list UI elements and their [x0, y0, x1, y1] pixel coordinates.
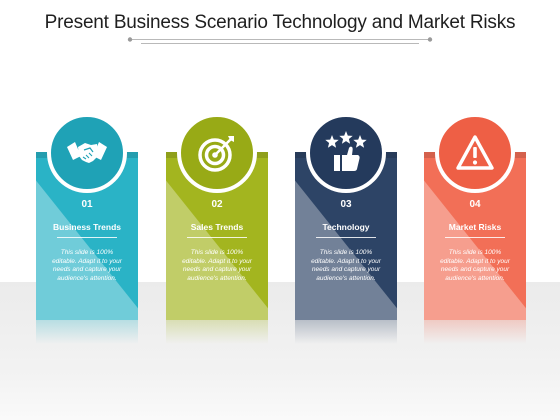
- card-business-trends: 01 Business Trends This slide is 100% ed…: [36, 113, 138, 320]
- card-reflection: [36, 320, 138, 344]
- card-label: Market Risks: [448, 222, 502, 232]
- card-description: This slide is 100% editable. Adapt it to…: [440, 249, 510, 282]
- card-label: Technology: [322, 222, 370, 232]
- target-icon: [198, 136, 234, 172]
- card-reflection: [424, 320, 526, 344]
- card-sales-trends: 02 Sales Trends This slide is 100% edita…: [166, 113, 268, 320]
- slide-title: Present Business Scenario Technology and…: [44, 12, 516, 33]
- card-number: 01: [81, 199, 93, 210]
- card-description: This slide is 100% editable. Adapt it to…: [52, 249, 122, 282]
- card-technology: 03 Technology This slide is 100% editabl…: [295, 113, 397, 320]
- card-separator: [187, 237, 247, 238]
- card-label: Business Trends: [52, 222, 122, 232]
- card-separator: [57, 237, 117, 238]
- card-number: 02: [211, 199, 223, 210]
- card-separator: [316, 237, 376, 238]
- card-market-risks: 04 Market Risks This slide is 100% edita…: [424, 113, 526, 320]
- icon-circle: [177, 113, 257, 193]
- card-description: This slide is 100% editable. Adapt it to…: [311, 249, 381, 282]
- card-separator: [445, 237, 505, 238]
- warning-icon: [456, 135, 494, 170]
- handshake-icon: [67, 142, 107, 163]
- card-reflection: [295, 320, 397, 344]
- card-reflection: [166, 320, 268, 344]
- card-description: This slide is 100% editable. Adapt it to…: [182, 249, 252, 282]
- icon-circle: [47, 113, 127, 193]
- card-number: 03: [340, 199, 352, 210]
- thumbs-up-stars-icon: [325, 131, 367, 171]
- icon-circle: [306, 113, 386, 193]
- card-number: 04: [469, 199, 481, 210]
- title-divider: [127, 37, 433, 44]
- card-label: Sales Trends: [190, 222, 244, 232]
- icon-circle: [435, 113, 515, 193]
